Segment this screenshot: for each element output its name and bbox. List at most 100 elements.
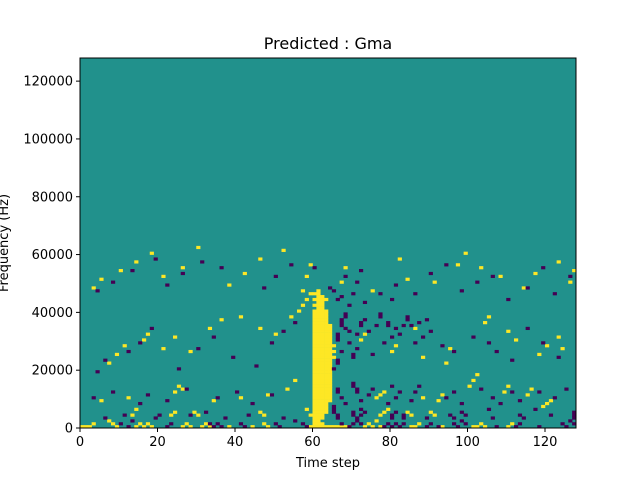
heatmap-cell-high (316, 338, 321, 342)
heatmap-cell-high (126, 396, 131, 400)
heatmap-cell-high (281, 248, 286, 252)
heatmap-cell-high (138, 422, 143, 426)
heatmap-cell-high (316, 407, 321, 411)
heatmap-cell-high (328, 352, 333, 357)
heatmap-cell-high (320, 396, 325, 400)
heatmap-cell-high (320, 318, 325, 322)
heatmap-cell-low (475, 280, 480, 284)
heatmap-cell-high (390, 349, 395, 354)
heatmap-cell-high (324, 312, 329, 316)
heatmap-cell-low (521, 416, 526, 420)
heatmap-cell-high (339, 280, 344, 284)
heatmap-cell-low (490, 274, 495, 278)
heatmap-cell-low (390, 297, 395, 302)
heatmap-cell-high (324, 349, 329, 354)
heatmap-cell-high (142, 338, 147, 342)
heatmap-cell-high (242, 271, 247, 276)
heatmap-cell-high (324, 361, 329, 365)
heatmap-cell-high (328, 375, 333, 380)
heatmap-cell-low (153, 257, 158, 261)
heatmap-cell-low (130, 419, 135, 423)
heatmap-cell-low (401, 413, 406, 417)
heatmap-cell-low (351, 381, 356, 385)
heatmap-cell-low (409, 323, 414, 328)
heatmap-cell-low (401, 323, 406, 328)
heatmap-cell-low (378, 315, 383, 319)
heatmap-cell-high (320, 309, 325, 313)
heatmap-cell-low (494, 425, 499, 429)
x-axis-ticks: 0 20 40 60 80 100 120 (76, 428, 557, 450)
heatmap-cell-low (452, 422, 457, 426)
heatmap-cell-low (188, 413, 193, 417)
heatmap-cell-low (304, 425, 309, 429)
heatmap-cell-low (347, 329, 352, 333)
heatmap-cell-high (316, 422, 321, 426)
heatmap-cell-low (331, 289, 337, 293)
heatmap-cell-low (269, 393, 275, 397)
heatmap-cell-low (537, 390, 542, 394)
heatmap-cell-high (130, 413, 135, 417)
heatmap-cell-low (111, 390, 116, 394)
heatmap-cell-low (335, 416, 340, 420)
heatmap-cell-high (320, 416, 325, 420)
heatmap-cell-high (374, 419, 379, 423)
heatmap-cell-low (390, 416, 395, 420)
heatmap-cell-low (533, 407, 538, 411)
heatmap-cell-low (541, 266, 546, 270)
heatmap-cell-high (320, 335, 325, 339)
heatmap-cell-high (475, 425, 480, 429)
heatmap-cell-low (390, 425, 395, 429)
heatmap-cell-high (316, 355, 321, 359)
heatmap-cell-high (328, 323, 333, 328)
heatmap-cell-high (320, 373, 325, 377)
heatmap-cell-high (316, 332, 321, 336)
heatmap-cell-high (483, 425, 488, 429)
heatmap-cell-high (328, 364, 333, 368)
heatmap-cell-low (180, 271, 185, 276)
heatmap-cell-high (312, 312, 317, 316)
heatmap-cell-high (324, 390, 329, 394)
heatmap-cell-high (320, 370, 325, 374)
heatmap-cell-high (308, 413, 313, 417)
heatmap-cell-high (312, 410, 317, 414)
heatmap-cell-high (312, 297, 317, 302)
heatmap-cell-high (556, 335, 561, 339)
heatmap-cell-low (138, 341, 143, 345)
heatmap-cell-low (238, 422, 244, 426)
heatmap-cell-low (111, 280, 116, 284)
heatmap-cell-low (548, 413, 554, 417)
heatmap-cell-low (498, 401, 503, 406)
heatmap-cell-low (386, 422, 391, 426)
heatmap-cell-low (246, 413, 251, 417)
heatmap-cell-low (568, 419, 573, 423)
heatmap-cell-high (320, 410, 325, 414)
heatmap-cell-low (448, 413, 453, 417)
heatmap-cell-low (331, 410, 337, 414)
heatmap-cell-high (328, 396, 333, 400)
heatmap-cell-high (207, 326, 213, 331)
heatmap-cell-high (304, 297, 309, 302)
heatmap-cell-high (324, 318, 329, 322)
heatmap-cell-high (312, 413, 317, 417)
heatmap-cell-high (405, 410, 410, 414)
heatmap-cell-high (262, 422, 267, 426)
heatmap-cell-low (273, 422, 278, 426)
heatmap-cell-low (355, 347, 360, 351)
heatmap-cell-high (320, 375, 325, 380)
heatmap-cell-high (316, 295, 321, 299)
heatmap-cell-high (312, 341, 317, 345)
low-intensity-cells (91, 257, 577, 429)
heatmap-cell-low (552, 396, 557, 400)
heatmap-cell-high (328, 349, 333, 354)
heatmap-cell-high (320, 422, 325, 426)
heatmap-cell-high (316, 381, 321, 385)
heatmap-cell-low (242, 425, 247, 429)
heatmap-cell-high (320, 323, 325, 328)
heatmap-cell-high (328, 378, 333, 383)
heatmap-cell-high (320, 401, 325, 406)
heatmap-cell-low (393, 396, 399, 400)
heatmap-cell-high (149, 425, 154, 429)
heatmap-cell-high (320, 347, 325, 351)
heatmap-cell-high (114, 425, 120, 429)
heatmap-cell-low (343, 274, 348, 278)
